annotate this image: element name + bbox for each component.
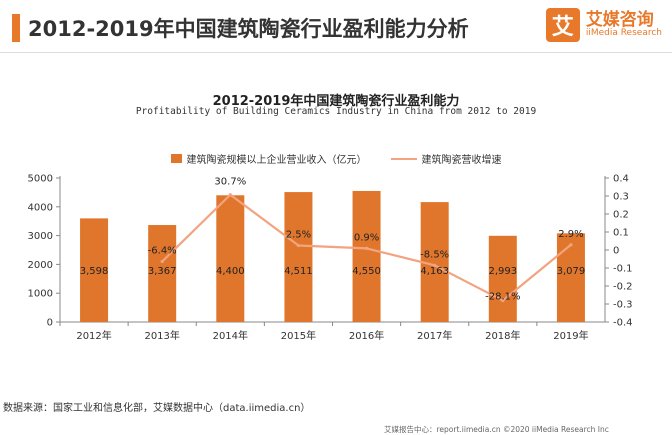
growth-point: [569, 243, 573, 247]
growth-point: [228, 193, 232, 197]
y-tick-right-label: 0: [613, 246, 619, 257]
x-tick-label: 2016年: [349, 329, 384, 342]
chart-title: 2012-2019年中国建筑陶瓷行业盈利能力: [212, 94, 460, 109]
y-tick-left-label: 4000: [28, 202, 53, 213]
bar-value-label: 3,079: [557, 266, 586, 277]
legend-item-revenue: 建筑陶瓷规模以上企业营业收入（亿元）: [170, 151, 367, 166]
bar-value-label: 3,598: [80, 266, 109, 277]
y-tick-right-label: 0.4: [613, 174, 629, 185]
legend-item-growth: 建筑陶瓷营收增速: [390, 151, 502, 166]
x-tick-label: 2017年: [417, 329, 452, 342]
bar: [352, 190, 381, 322]
y-tick-left-label: 3000: [28, 231, 53, 242]
bar: [488, 235, 517, 322]
bar: [80, 218, 109, 322]
footer-credits: 艾媒报告中心：report.iimedia.cn ©2020 iiMedia R…: [384, 425, 609, 434]
x-tick-label: 2012年: [76, 329, 111, 342]
bar-value-label: 3,367: [148, 266, 177, 277]
x-tick-label: 2013年: [144, 329, 179, 342]
y-tick-right-label: 0.3: [613, 192, 629, 203]
y-tick-right-label: -0.2: [613, 282, 633, 293]
growth-value-label: 0.9%: [354, 232, 379, 243]
logo-name-en: iiMedia Research: [585, 28, 662, 39]
growth-value-label: 30.7%: [214, 177, 246, 188]
logo-text: 艾媒咨询 iiMedia Research: [586, 11, 662, 40]
header-divider: [0, 52, 672, 53]
bar-value-label: 4,400: [216, 266, 245, 277]
y-tick-left-label: 2000: [28, 260, 53, 271]
bar-value-label: 4,550: [352, 266, 381, 277]
x-tick-label: 2019年: [553, 329, 588, 342]
y-tick-right-label: 0.2: [613, 210, 629, 221]
x-tick-label: 2014年: [213, 329, 248, 342]
y-tick-left-label: 0: [47, 318, 53, 329]
chart-subtitle: Profitability of Building Ceramics Indus…: [135, 106, 537, 117]
growth-value-label: 2.5%: [286, 230, 311, 241]
y-tick-right-label: -0.1: [613, 264, 633, 275]
growth-value-label: 2.9%: [558, 229, 583, 240]
bar-value-label: 4,163: [420, 266, 449, 277]
x-tick-label: 2018年: [485, 329, 520, 342]
chart-legend: 建筑陶瓷规模以上企业营业收入（亿元） 建筑陶瓷营收增速: [0, 151, 672, 166]
legend-label-revenue: 建筑陶瓷规模以上企业营业收入（亿元）: [186, 155, 367, 166]
y-tick-left-label: 5000: [28, 174, 53, 185]
header-accent-bar: [12, 14, 20, 42]
legend-label-growth: 建筑陶瓷营收增速: [421, 155, 502, 166]
y-tick-right-label: 0.1: [613, 228, 629, 239]
x-tick-label: 2015年: [281, 329, 316, 342]
bar: [148, 225, 177, 322]
growth-point: [364, 246, 369, 250]
logo-name-cn: 艾媒咨询: [585, 9, 654, 30]
bar-value-label: 4,511: [284, 266, 313, 277]
bar: [216, 195, 245, 322]
growth-value-label: -28.1%: [485, 292, 520, 303]
y-tick-right-label: -0.3: [613, 300, 633, 311]
bar-value-label: 2,993: [488, 266, 517, 277]
y-tick-left-label: 1000: [28, 289, 53, 300]
bar: [284, 192, 313, 322]
growth-value-label: -6.4%: [148, 246, 177, 257]
logo-icon: 艾: [545, 8, 580, 42]
growth-value-label: -8.5%: [420, 249, 449, 260]
brand-logo: 艾 艾媒咨询 iiMedia Research: [545, 8, 662, 42]
growth-point: [501, 298, 505, 303]
y-tick-right-label: -0.4: [613, 318, 633, 329]
growth-point: [433, 263, 437, 267]
growth-point: [296, 243, 301, 248]
page-title: 2012-2019年中国建筑陶瓷行业盈利能力分析: [28, 17, 469, 41]
legend-swatch-bar: [170, 154, 182, 163]
legend-swatch-line: [390, 157, 417, 160]
growth-point: [160, 259, 164, 264]
bar: [556, 233, 585, 322]
data-source-note: 数据来源：国家工业和信息化部，艾媒数据中心（data.iimedia.cn）: [3, 403, 311, 414]
